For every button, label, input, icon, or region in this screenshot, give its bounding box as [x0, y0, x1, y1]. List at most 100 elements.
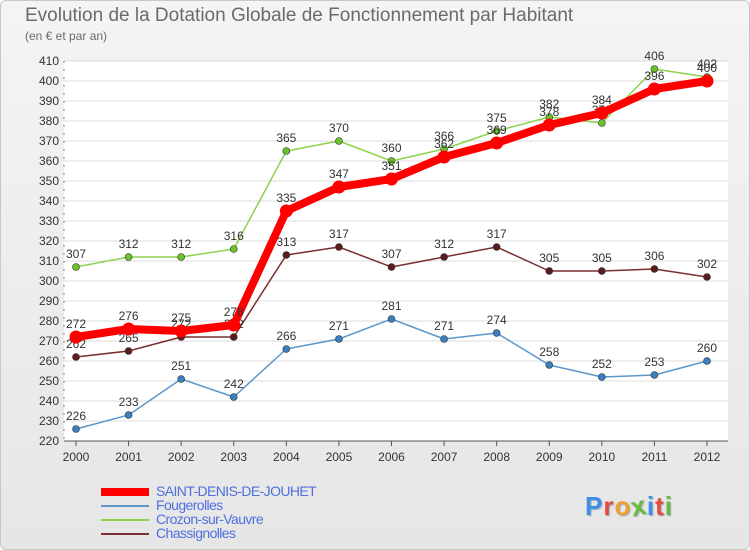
- data-point-saint-denis-de-jouhet: [332, 180, 346, 194]
- y-tick-label: 310: [39, 254, 59, 268]
- data-label-saint-denis-de-jouhet: 335: [276, 191, 296, 205]
- x-tick-label: 2007: [431, 450, 458, 464]
- data-label-saint-denis-de-jouhet: 351: [381, 159, 401, 173]
- x-tick-label: 2012: [694, 450, 721, 464]
- legend-label: Chassignolles: [156, 525, 236, 541]
- data-label-chassignolles: 313: [276, 235, 296, 249]
- data-label-chassignolles: 302: [697, 257, 717, 271]
- data-point-crozon-sur-vauvre: [335, 137, 343, 145]
- x-tick-label: 2006: [378, 450, 405, 464]
- data-point-saint-denis-de-jouhet: [490, 136, 504, 150]
- data-label-crozon-sur-vauvre: 370: [329, 121, 349, 135]
- legend-item: Fougerolles: [101, 497, 361, 513]
- data-label-fougerolles: 242: [224, 377, 244, 391]
- chart-title: Evolution de la Dotation Globale de Fonc…: [25, 5, 574, 26]
- data-point-chassignolles: [229, 333, 238, 341]
- data-point-chassignolles: [282, 251, 291, 259]
- y-tick-label: 370: [39, 134, 59, 148]
- data-label-saint-denis-de-jouhet: 378: [539, 105, 559, 119]
- data-point-saint-denis-de-jouhet: [69, 330, 83, 344]
- data-label-chassignolles: 312: [434, 237, 454, 251]
- data-label-chassignolles: 307: [381, 247, 401, 261]
- y-tick-label: 320: [39, 234, 59, 248]
- data-point-fougerolles: [703, 357, 711, 365]
- data-label-saint-denis-de-jouhet: 369: [487, 123, 507, 137]
- legend-label: SAINT-DENIS-DE-JOUHET: [156, 483, 317, 499]
- data-label-crozon-sur-vauvre: 366: [434, 129, 454, 143]
- data-label-fougerolles: 258: [539, 345, 559, 359]
- data-point-chassignolles: [387, 263, 396, 271]
- y-tick-label: 380: [39, 114, 59, 128]
- data-point-fougerolles: [229, 393, 238, 401]
- data-label-fougerolles: 271: [329, 319, 349, 333]
- y-tick-label: 360: [39, 154, 59, 168]
- data-point-chassignolles: [492, 243, 501, 251]
- data-label-saint-denis-de-jouhet: 396: [644, 69, 664, 83]
- y-tick-label: 260: [39, 354, 59, 368]
- data-label-chassignolles: 265: [119, 331, 139, 345]
- data-label-crozon-sur-vauvre: 316: [224, 229, 244, 243]
- data-point-crozon-sur-vauvre: [598, 119, 606, 127]
- y-tick-label: 300: [39, 274, 59, 288]
- data-label-saint-denis-de-jouhet: 384: [592, 93, 612, 107]
- data-point-fougerolles: [335, 335, 343, 343]
- data-label-saint-denis-de-jouhet: 278: [224, 305, 244, 319]
- x-tick-label: 2002: [168, 450, 195, 464]
- y-tick-label: 410: [39, 54, 59, 68]
- logo-letter: P: [585, 491, 604, 521]
- y-tick-label: 270: [39, 334, 59, 348]
- data-point-crozon-sur-vauvre: [650, 65, 659, 73]
- data-label-fougerolles: 233: [119, 395, 139, 409]
- data-point-fougerolles: [492, 329, 501, 337]
- y-tick-label: 230: [39, 414, 59, 428]
- legend-item: Crozon-sur-Vauvre: [101, 511, 361, 527]
- y-tick-label: 280: [39, 314, 59, 328]
- data-label-crozon-sur-vauvre: 382: [539, 97, 559, 111]
- y-tick-label: 240: [39, 394, 59, 408]
- logo-letter: r: [603, 491, 615, 521]
- x-tick-label: 2011: [642, 450, 668, 464]
- y-tick-label: 350: [39, 174, 59, 188]
- chart-legend: SAINT-DENIS-DE-JOUHET Fougerolles Crozon-s…: [101, 483, 361, 541]
- data-label-fougerolles: 251: [171, 359, 191, 373]
- data-point-chassignolles: [650, 265, 659, 273]
- logo-letter: t: [655, 491, 665, 521]
- data-label-crozon-sur-vauvre: 406: [644, 49, 664, 63]
- legend-swatch: [101, 505, 149, 507]
- y-tick-label: 220: [39, 434, 59, 448]
- logo-letter: i: [646, 491, 656, 521]
- data-label-fougerolles: 226: [66, 409, 86, 423]
- y-tick-label: 340: [39, 194, 59, 208]
- data-point-fougerolles: [282, 345, 291, 353]
- data-point-crozon-sur-vauvre: [282, 147, 291, 155]
- data-point-fougerolles: [650, 371, 659, 379]
- data-point-fougerolles: [598, 373, 606, 381]
- x-tick-label: 2009: [536, 450, 563, 464]
- data-label-fougerolles: 281: [381, 299, 401, 313]
- x-tick-label: 2005: [326, 450, 353, 464]
- data-label-chassignolles: 317: [329, 227, 349, 241]
- data-label-chassignolles: 305: [539, 251, 559, 265]
- data-point-crozon-sur-vauvre: [177, 253, 185, 261]
- data-label-saint-denis-de-jouhet: 362: [434, 137, 454, 151]
- data-point-crozon-sur-vauvre: [124, 253, 133, 261]
- data-point-saint-denis-de-jouhet: [700, 74, 714, 88]
- x-tick-label: 2008: [483, 450, 510, 464]
- legend-item: SAINT-DENIS-DE-JOUHET: [101, 483, 361, 499]
- x-tick-label: 2003: [220, 450, 247, 464]
- data-label-saint-denis-de-jouhet: 276: [119, 309, 139, 323]
- data-point-fougerolles: [440, 335, 448, 343]
- data-point-chassignolles: [703, 273, 711, 281]
- data-label-fougerolles: 266: [276, 329, 296, 343]
- data-point-saint-denis-de-jouhet: [542, 118, 556, 132]
- data-point-fougerolles: [387, 315, 396, 323]
- data-label-fougerolles: 252: [592, 357, 612, 371]
- data-point-fougerolles: [72, 425, 80, 433]
- data-point-crozon-sur-vauvre: [492, 127, 501, 135]
- data-label-crozon-sur-vauvre: 365: [276, 131, 296, 145]
- data-label-fougerolles: 253: [644, 355, 664, 369]
- y-tick-label: 330: [39, 214, 59, 228]
- legend-swatch: [101, 519, 149, 521]
- x-tick-label: 2001: [115, 450, 142, 464]
